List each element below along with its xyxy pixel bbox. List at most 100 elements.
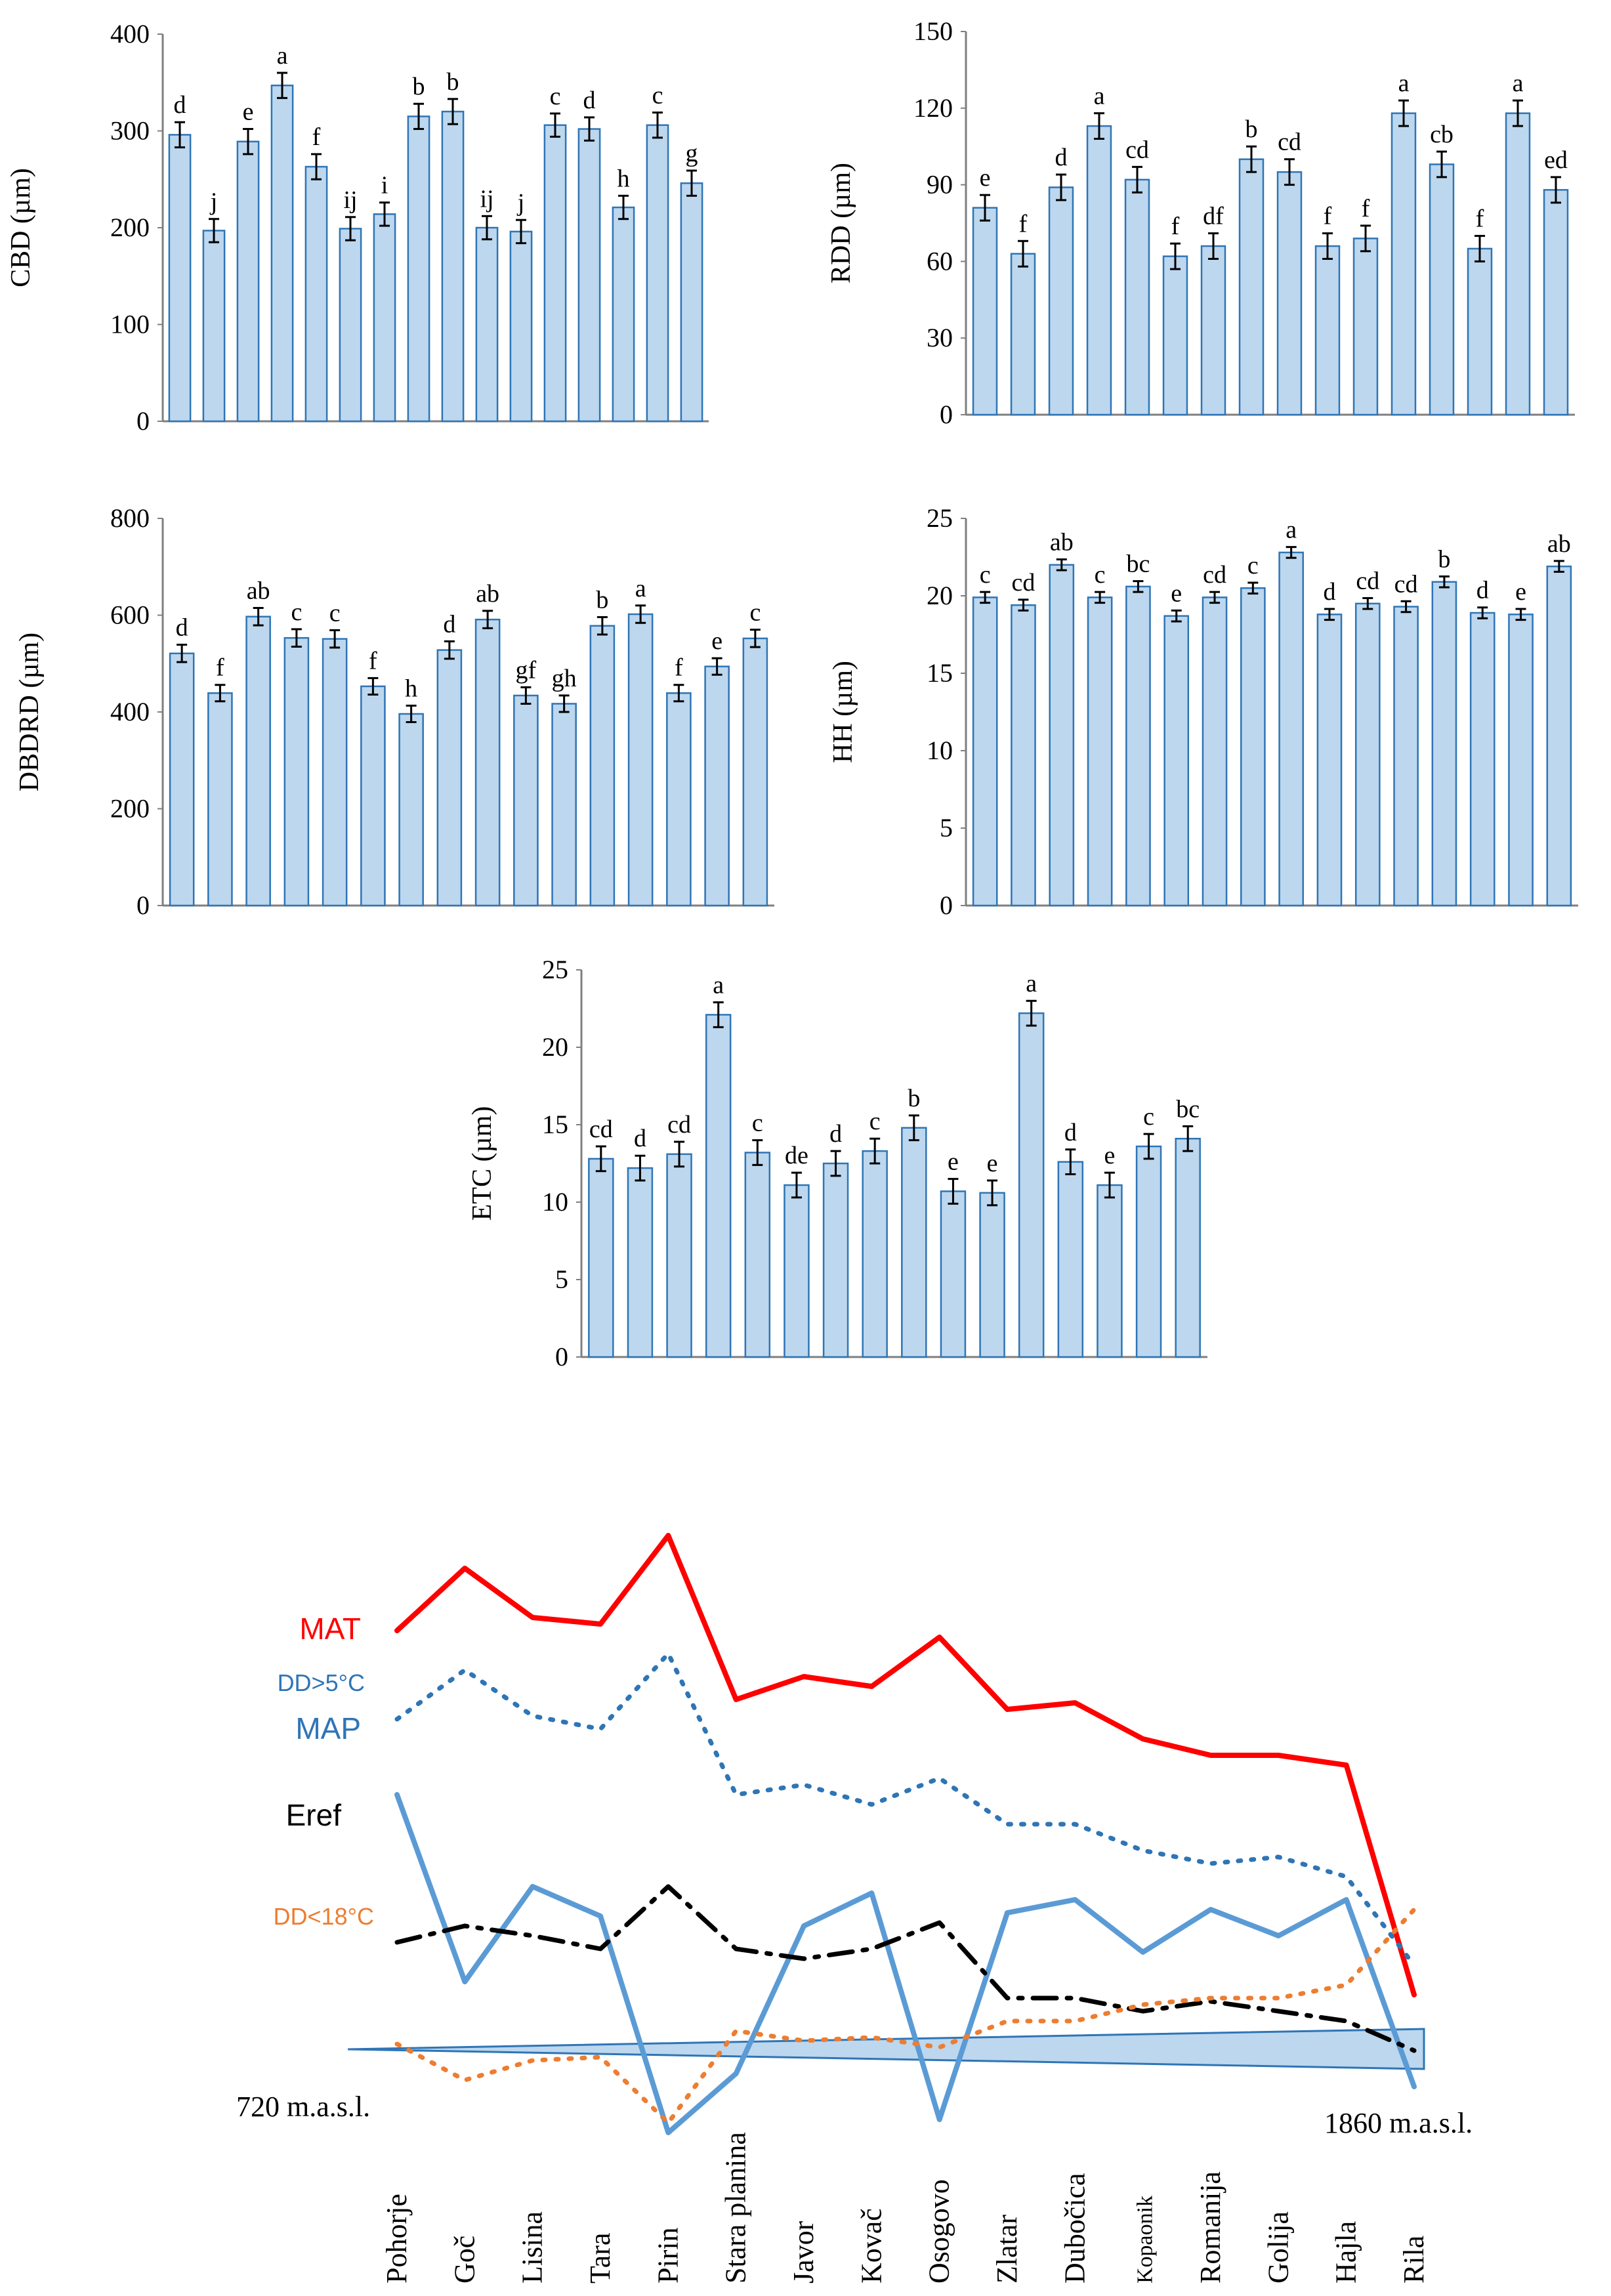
site-label: Kovač — [855, 2208, 887, 2284]
cbd-significance-letter: i — [381, 172, 388, 199]
dbdrd-tick-label: 400 — [110, 697, 150, 726]
cbd-bar — [509, 230, 533, 423]
hh-significance-letter: ab — [1050, 529, 1074, 556]
dbdrd-bar — [245, 616, 271, 907]
cbd-bar — [646, 124, 669, 423]
rdd-bar — [972, 207, 998, 416]
dbdrd-tick-label: 200 — [110, 794, 150, 824]
hh-bar — [1316, 614, 1343, 907]
hh-significance-letter: e — [1171, 579, 1182, 607]
site-label: Dubočica — [1058, 2173, 1091, 2284]
rdd-bar — [1505, 112, 1531, 416]
climate-line-mat — [394, 1533, 1417, 1997]
etc-bar — [901, 1127, 927, 1358]
rdd-bar — [1314, 245, 1341, 416]
etc-significance-letter: cd — [589, 1116, 613, 1143]
dbdrd-significance-letter: a — [635, 575, 646, 602]
rdd-bar — [1086, 125, 1112, 416]
cbd-bar — [407, 115, 430, 423]
rdd-bar — [1238, 158, 1265, 416]
dbdrd-significance-letter: ab — [476, 580, 499, 608]
dbdrd-significance-letter: c — [749, 599, 761, 627]
site-label: Lisina — [516, 2211, 549, 2284]
rdd-bar — [1429, 163, 1455, 416]
site-label: Osogovo — [923, 2179, 955, 2284]
climate-line-dd-5-c — [394, 1651, 1417, 1968]
etc-significance-letter: d — [1064, 1119, 1077, 1146]
rdd-bar — [1467, 247, 1493, 416]
hh-tick-label: 25 — [927, 503, 953, 533]
etc-axis-title: ETC (µm) — [467, 1106, 497, 1221]
etc-significance-letter: c — [1143, 1103, 1154, 1131]
etc-significance-letter: b — [908, 1085, 920, 1112]
dbdrd-tick-label: 600 — [110, 600, 150, 630]
hh-bar — [1508, 614, 1534, 907]
dbdrd-bar — [666, 692, 692, 907]
cbd-axis-title: CBD (µm) — [6, 168, 36, 287]
cbd-bar — [373, 213, 396, 423]
rdd-significance-letter: f — [1324, 203, 1332, 230]
etc-tick-label: 20 — [542, 1032, 568, 1062]
etc-bar — [705, 1014, 732, 1358]
hh-bar — [1011, 604, 1036, 907]
dbdrd-bar — [589, 625, 616, 907]
dbdrd-bar — [283, 637, 310, 907]
rdd-bar — [1391, 112, 1417, 416]
etc-bar — [1018, 1012, 1045, 1358]
etc-tick-label: 25 — [542, 955, 568, 984]
cbd-tick-label: 200 — [110, 213, 150, 242]
etc-significance-letter: d — [829, 1120, 842, 1148]
climate-line-map — [394, 1792, 1417, 2135]
site-label: Pirin — [652, 2227, 684, 2284]
elevation-end-label: 1860 m.a.s.l. — [1324, 2107, 1473, 2139]
rdd-significance-letter: a — [1094, 83, 1105, 110]
hh-bar — [1431, 581, 1457, 907]
dbdrd-significance-letter: f — [675, 654, 683, 682]
hh-bar — [1125, 585, 1151, 907]
hh-bar — [1469, 612, 1496, 907]
cbd-tick-label: 0 — [136, 406, 150, 436]
legend-dd-above-5: DD>5°C — [278, 1669, 365, 1696]
site-label: Golija — [1262, 2211, 1294, 2284]
hh-tick-label: 0 — [940, 890, 953, 920]
cbd-significance-letter: j — [516, 189, 525, 217]
site-label: Goč — [448, 2236, 480, 2284]
elevation-gradient-wedge — [347, 2028, 1425, 2070]
hh-bar — [1240, 587, 1266, 907]
rdd-significance-letter: d — [1055, 144, 1068, 171]
hh-bar — [1202, 596, 1228, 907]
cbd-significance-letter: g — [686, 140, 698, 167]
rdd-significance-letter: ed — [1544, 146, 1568, 174]
cbd-significance-letter: c — [550, 83, 561, 110]
cbd-bar — [441, 110, 465, 423]
site-label: Romanija — [1194, 2171, 1226, 2284]
rdd-tick-label: 30 — [927, 323, 953, 352]
etc-bar — [588, 1158, 614, 1358]
rdd-tick-label: 150 — [913, 16, 953, 46]
etc-tick-label: 10 — [542, 1187, 568, 1217]
rdd-bar — [1200, 245, 1226, 416]
rdd-significance-letter: f — [1476, 205, 1484, 232]
etc-tick-label: 15 — [542, 1110, 568, 1139]
dbdrd-bar — [322, 638, 348, 907]
etc-significance-letter: d — [634, 1125, 646, 1152]
hh-significance-letter: cd — [1394, 570, 1418, 598]
climate-line-dd-18-c — [394, 1907, 1417, 2125]
dbdrd-bar — [169, 652, 195, 907]
elevation-start-label: 720 m.a.s.l. — [236, 2091, 370, 2123]
etc-significance-letter: c — [752, 1110, 763, 1137]
climate-panel: Pohorje Goč Lisina Tara Pirin Stara planina Ja… — [347, 1533, 1430, 2284]
etc-tick-label: 0 — [555, 1342, 568, 1371]
cbd-bar — [612, 206, 635, 423]
hh-significance-letter: c — [1247, 552, 1259, 579]
etc-bar — [940, 1190, 967, 1358]
etc-significance-letter: e — [948, 1148, 959, 1176]
hh-tick-label: 5 — [940, 813, 953, 843]
hh-significance-letter: c — [1095, 561, 1106, 589]
cbd-significance-letter: f — [312, 123, 321, 151]
cbd-tick-label: 400 — [110, 19, 150, 49]
rdd-axis-title: RDD (µm) — [826, 163, 856, 283]
